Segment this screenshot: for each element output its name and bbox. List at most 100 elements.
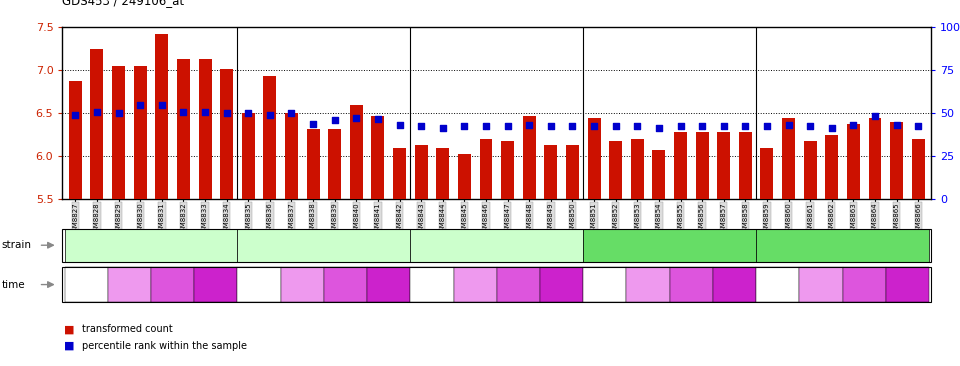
Point bbox=[759, 123, 775, 129]
Bar bbox=[544, 145, 558, 199]
Point bbox=[587, 123, 602, 129]
Point bbox=[155, 102, 170, 108]
Bar bbox=[306, 129, 320, 199]
Text: GDS453 / 249106_at: GDS453 / 249106_at bbox=[62, 0, 184, 7]
Point bbox=[716, 123, 732, 129]
Bar bbox=[869, 118, 881, 199]
Point bbox=[737, 123, 753, 129]
Point bbox=[478, 123, 493, 129]
Bar bbox=[199, 59, 211, 199]
Text: lfy-12: lfy-12 bbox=[309, 240, 339, 250]
Point bbox=[867, 113, 882, 119]
Bar bbox=[696, 132, 708, 199]
Text: 0 day: 0 day bbox=[75, 280, 98, 289]
Text: 7 day: 7 day bbox=[377, 280, 400, 289]
Text: 0 day: 0 day bbox=[420, 280, 444, 289]
Text: 3 day: 3 day bbox=[118, 280, 141, 289]
Bar bbox=[631, 139, 644, 199]
Point bbox=[327, 117, 343, 123]
Bar bbox=[717, 132, 731, 199]
Bar bbox=[566, 145, 579, 199]
Point bbox=[305, 121, 321, 127]
Bar bbox=[674, 132, 687, 199]
Bar bbox=[912, 139, 924, 199]
Bar bbox=[372, 116, 384, 199]
Bar bbox=[890, 122, 903, 199]
Text: Ler wild type: Ler wild type bbox=[463, 240, 531, 250]
Bar bbox=[739, 132, 752, 199]
Point bbox=[521, 122, 537, 128]
Text: 3 day: 3 day bbox=[809, 280, 832, 289]
Point bbox=[435, 125, 450, 131]
Point bbox=[824, 125, 839, 131]
Bar bbox=[220, 69, 233, 199]
Point bbox=[68, 112, 84, 118]
Bar bbox=[826, 135, 838, 199]
Bar bbox=[436, 148, 449, 199]
Point bbox=[673, 123, 688, 129]
Bar bbox=[523, 116, 536, 199]
Point bbox=[284, 111, 300, 116]
Text: ■: ■ bbox=[64, 324, 75, 335]
Point bbox=[457, 123, 472, 129]
Point bbox=[500, 123, 516, 129]
Bar bbox=[349, 105, 363, 199]
Text: ■: ■ bbox=[64, 341, 75, 351]
Point bbox=[241, 111, 256, 116]
Point bbox=[889, 122, 904, 128]
Text: 7 day: 7 day bbox=[896, 280, 919, 289]
Point bbox=[132, 102, 148, 108]
Point bbox=[694, 123, 709, 129]
Text: 3 day: 3 day bbox=[464, 280, 487, 289]
Bar bbox=[133, 66, 147, 199]
Bar bbox=[177, 59, 190, 199]
Bar bbox=[90, 49, 104, 199]
Point bbox=[198, 109, 213, 115]
Point bbox=[910, 123, 925, 129]
Point bbox=[608, 123, 623, 129]
Bar bbox=[588, 118, 601, 199]
Bar bbox=[242, 113, 254, 199]
Point bbox=[371, 116, 386, 122]
Bar bbox=[760, 148, 774, 199]
Text: 7 day: 7 day bbox=[723, 280, 746, 289]
Point bbox=[219, 111, 234, 116]
Bar bbox=[393, 148, 406, 199]
Bar bbox=[69, 81, 82, 199]
Text: percentile rank within the sample: percentile rank within the sample bbox=[82, 341, 247, 351]
Bar bbox=[782, 118, 795, 199]
Point bbox=[803, 123, 818, 129]
Bar bbox=[479, 139, 492, 199]
Bar bbox=[804, 141, 817, 199]
Text: strain: strain bbox=[2, 240, 32, 250]
Point bbox=[392, 122, 407, 128]
Bar bbox=[847, 124, 860, 199]
Text: time: time bbox=[2, 280, 26, 290]
Text: 3 day: 3 day bbox=[291, 280, 314, 289]
Bar bbox=[328, 129, 341, 199]
Point bbox=[176, 109, 191, 115]
Point bbox=[262, 112, 277, 118]
Bar bbox=[112, 66, 125, 199]
Text: 5 day: 5 day bbox=[680, 280, 703, 289]
Point bbox=[846, 122, 861, 128]
Point bbox=[651, 125, 666, 131]
Bar bbox=[415, 145, 427, 199]
Text: co-2: co-2 bbox=[659, 240, 681, 250]
Point bbox=[564, 123, 580, 129]
Point bbox=[780, 122, 796, 128]
Point bbox=[89, 109, 105, 115]
Text: 0 day: 0 day bbox=[766, 280, 789, 289]
Text: transformed count: transformed count bbox=[82, 324, 173, 335]
Text: 3 day: 3 day bbox=[636, 280, 660, 289]
Text: 0 day: 0 day bbox=[593, 280, 616, 289]
Bar bbox=[285, 113, 298, 199]
Bar bbox=[653, 150, 665, 199]
Bar bbox=[610, 141, 622, 199]
Point bbox=[630, 123, 645, 129]
Text: 5 day: 5 day bbox=[161, 280, 184, 289]
Bar bbox=[156, 34, 168, 199]
Text: 5 day: 5 day bbox=[852, 280, 876, 289]
Point bbox=[111, 111, 127, 116]
Text: Col-0 wild type: Col-0 wild type bbox=[112, 240, 190, 250]
